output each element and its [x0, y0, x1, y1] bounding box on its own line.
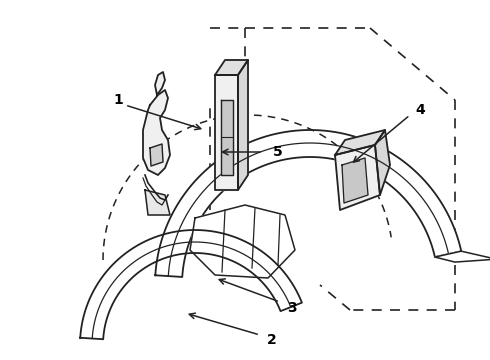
Text: 1: 1	[113, 93, 123, 107]
Text: 3: 3	[287, 301, 297, 315]
Polygon shape	[335, 130, 385, 155]
Polygon shape	[221, 100, 233, 175]
Polygon shape	[215, 60, 248, 75]
Polygon shape	[143, 90, 170, 175]
Polygon shape	[145, 190, 170, 215]
Polygon shape	[155, 130, 461, 277]
Polygon shape	[238, 60, 248, 190]
Polygon shape	[335, 145, 380, 210]
Polygon shape	[155, 72, 165, 95]
Polygon shape	[190, 205, 295, 278]
Text: 5: 5	[273, 145, 283, 159]
Polygon shape	[435, 251, 490, 262]
Polygon shape	[375, 130, 390, 195]
Polygon shape	[150, 144, 163, 166]
Polygon shape	[342, 158, 368, 203]
Polygon shape	[80, 230, 302, 339]
Text: 4: 4	[415, 103, 425, 117]
Text: 2: 2	[267, 333, 277, 347]
Polygon shape	[215, 75, 238, 190]
